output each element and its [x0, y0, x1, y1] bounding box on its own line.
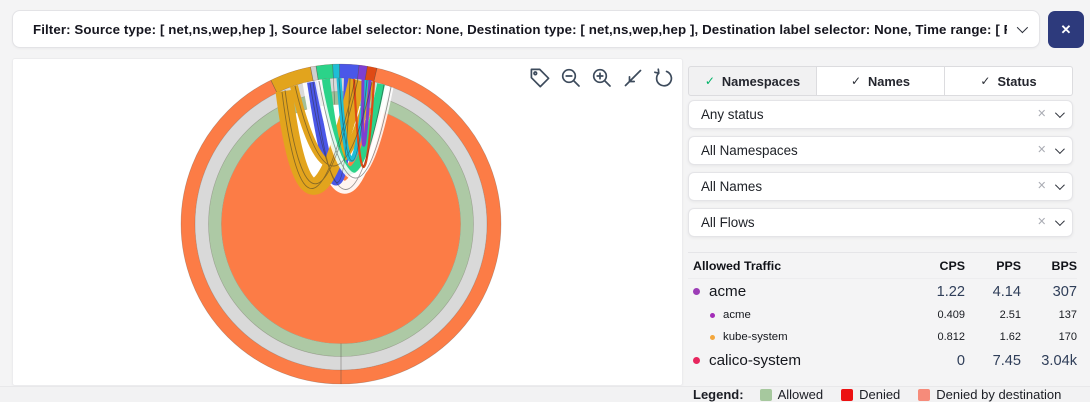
column-header-bps: BPS [1051, 258, 1077, 273]
pps-value: 4.14 [992, 283, 1021, 300]
row-label: calico-system [709, 352, 801, 369]
clear-icon[interactable]: × [1037, 178, 1046, 195]
chevron-down-icon[interactable] [1054, 144, 1065, 155]
row-name: calico-system [688, 352, 905, 369]
bottom-strip [0, 402, 1090, 407]
tab-bar: ✓ Namespaces ✓ Names ✓ Status [688, 66, 1073, 96]
filter-summary-text: Filter: Source type: [ net,ns,wep,hep ],… [33, 21, 1007, 37]
tab-label: Names [868, 73, 911, 89]
clear-icon[interactable]: × [1037, 106, 1046, 123]
chart-toolbar [527, 66, 676, 91]
table-row[interactable]: kube-system 0.812 1.62 170 [688, 326, 1077, 348]
clear-icon[interactable]: × [1037, 142, 1046, 159]
row-name: acme [688, 309, 905, 321]
column-header-pps: PPS [996, 258, 1021, 273]
check-icon: ✓ [850, 74, 862, 88]
clear-icon[interactable]: × [1037, 214, 1046, 231]
bps-value: 307 [1052, 283, 1077, 300]
tag-labels-icon[interactable] [527, 66, 552, 91]
legend-item: Denied [841, 387, 900, 402]
allowed-traffic-table: Allowed Traffic CPS PPS BPS acme 1.22 4.14 30… [688, 252, 1077, 373]
zoom-in-icon[interactable] [589, 66, 614, 91]
table-row[interactable]: acme 1.22 4.14 307 [688, 279, 1077, 304]
tab-status[interactable]: ✓ Status [945, 66, 1073, 96]
legend-swatch [759, 388, 772, 401]
zoom-out-icon[interactable] [558, 66, 583, 91]
table-row[interactable]: acme 0.409 2.51 137 [688, 304, 1077, 326]
bullet-icon [693, 357, 700, 364]
legend-item: Allowed [759, 387, 824, 402]
bps-value: 170 [1058, 331, 1077, 343]
collapse-icon[interactable] [620, 66, 645, 91]
bps-value: 3.04k [1041, 352, 1077, 369]
reset-rotation-icon[interactable] [651, 66, 676, 91]
row-label: acme [723, 309, 751, 321]
tab-names[interactable]: ✓ Names [817, 66, 945, 96]
dropdown-all-namespaces[interactable]: All Namespaces × [688, 136, 1073, 165]
cps-value: 0.409 [937, 309, 965, 321]
legend-swatch [918, 388, 931, 401]
check-icon: ✓ [704, 74, 715, 88]
bullet-icon [710, 334, 715, 340]
legend-label: Allowed [777, 387, 824, 402]
column-header-cps: CPS [939, 258, 965, 273]
dropdown-all-flows[interactable]: All Flows × [688, 208, 1073, 237]
chevron-down-icon[interactable] [1054, 108, 1065, 119]
table-header: Allowed Traffic CPS PPS BPS [688, 252, 1077, 279]
bullet-icon [710, 312, 715, 318]
pps-value: 2.51 [999, 309, 1021, 321]
row-name: kube-system [688, 331, 905, 343]
tab-label: Namespaces [721, 73, 801, 89]
close-filter-button[interactable]: ✕ [1048, 11, 1084, 48]
legend-label: Denied by destination [936, 387, 1062, 402]
legend-title: Legend: [693, 387, 744, 402]
chevron-down-icon[interactable] [1054, 216, 1065, 227]
tab-namespaces[interactable]: ✓ Namespaces [688, 66, 817, 96]
cps-value: 0.812 [937, 331, 965, 343]
filter-bar[interactable]: Filter: Source type: [ net,ns,wep,hep ],… [12, 10, 1040, 48]
row-name: acme [688, 283, 905, 300]
dropdown-all-names[interactable]: All Names × [688, 172, 1073, 201]
chevron-down-icon[interactable] [1016, 21, 1029, 34]
legend-label: Denied [859, 387, 901, 402]
chart-panel [12, 58, 683, 386]
bullet-icon [693, 288, 700, 295]
tab-label: Status [997, 73, 1037, 89]
chevron-down-icon[interactable] [1054, 180, 1065, 191]
bps-value: 137 [1058, 309, 1077, 321]
row-label: kube-system [723, 331, 788, 343]
dropdown-value: All Names [701, 179, 763, 194]
table-rows: acme 1.22 4.14 307 acme 0.409 2.51 137 kube-syst… [688, 279, 1077, 373]
dropdown-any-status[interactable]: Any status × [688, 100, 1073, 129]
dropdown-value: All Namespaces [701, 143, 798, 158]
filter-dropdowns: Any status × All Namespaces × All Names × All … [688, 100, 1073, 237]
legend-bar: Legend: Allowed Denied Denied by destinati… [0, 386, 1090, 402]
legend-item: Denied by destination [918, 387, 1061, 402]
check-icon: ✓ [980, 74, 991, 88]
dropdown-value: Any status [701, 107, 764, 122]
legend-swatch [841, 388, 854, 401]
legend-items: Allowed Denied Denied by destination [759, 387, 1061, 402]
row-label: acme [709, 283, 747, 300]
pps-value: 7.45 [992, 352, 1021, 369]
flow-chord-diagram[interactable] [13, 59, 684, 387]
pps-value: 1.62 [999, 331, 1021, 343]
cps-value: 1.22 [936, 283, 965, 300]
table-row[interactable]: calico-system 0 7.45 3.04k [688, 348, 1077, 373]
dropdown-value: All Flows [701, 215, 755, 230]
table-title: Allowed Traffic [693, 258, 782, 273]
cps-value: 0 [956, 352, 965, 369]
